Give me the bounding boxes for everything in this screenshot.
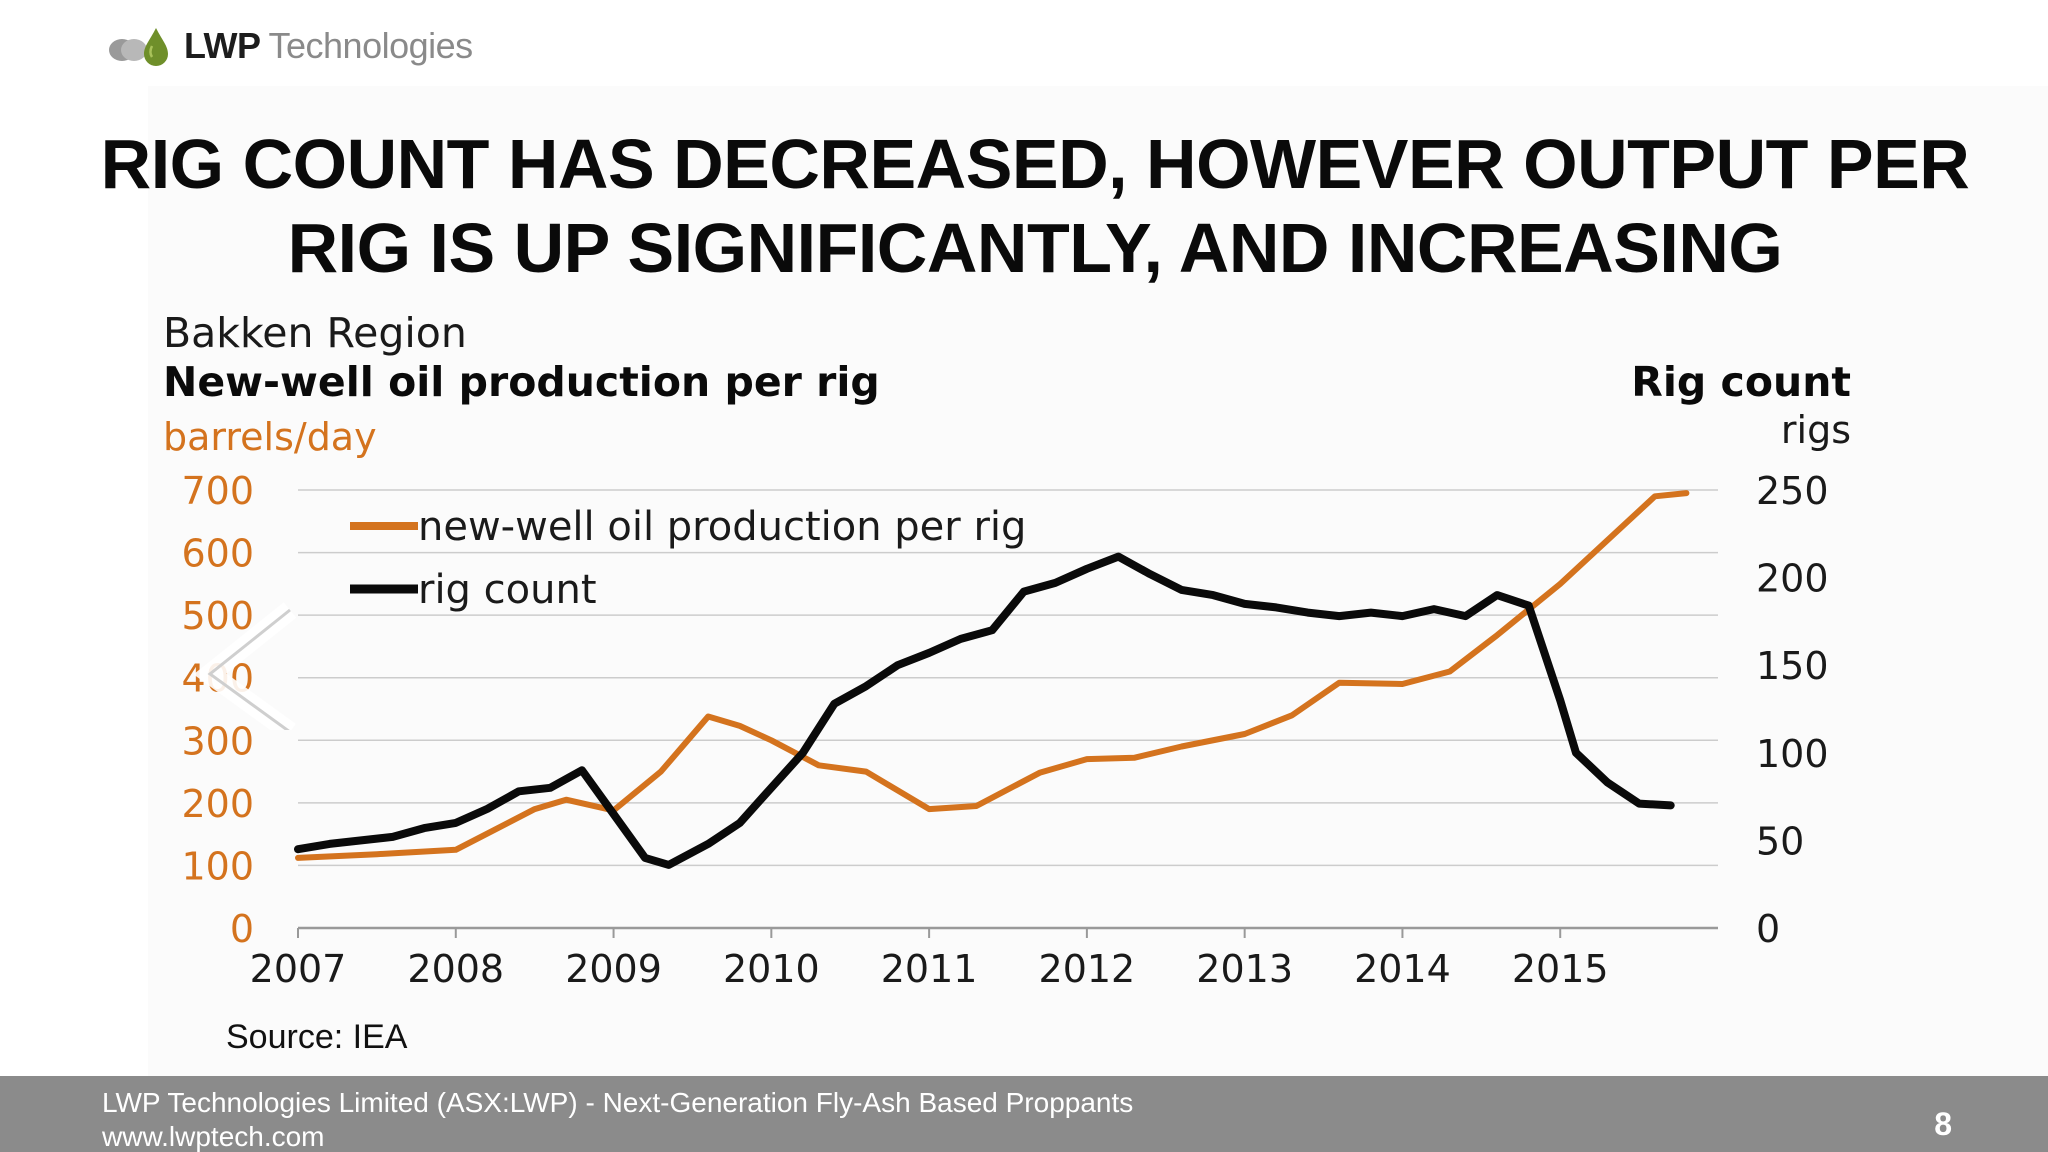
left-tick-label: 0	[230, 907, 254, 951]
slide-title: RIG COUNT HAS DECREASED, HOWEVER OUTPUT …	[80, 122, 1990, 290]
chart-title: New-well oil production per rig	[163, 358, 880, 406]
footer-website-link[interactable]: www.lwptech.com	[102, 1121, 325, 1152]
left-tick-label: 700	[181, 469, 254, 513]
chart-region-label: Bakken Region	[163, 309, 467, 357]
oil-drop-logo-icon	[109, 28, 168, 66]
x-tick-label: 2009	[565, 947, 662, 991]
production-per-rig-line	[295, 490, 1690, 861]
right-tick-label: 0	[1756, 907, 1780, 951]
previous-slide-chevron-icon[interactable]	[180, 600, 310, 730]
left-axis-unit: barrels/day	[163, 415, 377, 459]
x-tick-label: 2013	[1196, 947, 1293, 991]
left-tick-label: 200	[181, 782, 254, 826]
chart-source: Source: IEA	[226, 1018, 408, 1056]
right-axis-unit: rigs	[1781, 408, 1851, 452]
right-tick-label: 100	[1756, 732, 1829, 776]
footer-bar: LWP Technologies Limited (ASX:LWP) - Nex…	[0, 1076, 2048, 1152]
x-tick-label: 2015	[1512, 947, 1609, 991]
x-tick-label: 2007	[250, 947, 347, 991]
left-tick-label: 300	[181, 719, 254, 763]
legend-label-production: new-well oil production per rig	[418, 504, 1026, 550]
page-number: 8	[1934, 1106, 1952, 1142]
left-tick-label: 500	[181, 594, 254, 638]
footer-company-line: LWP Technologies Limited (ASX:LWP) - Nex…	[102, 1087, 1134, 1118]
left-tick-label: 100	[181, 844, 254, 888]
right-tick-label: 150	[1756, 644, 1829, 688]
rig-count-line	[294, 552, 1675, 869]
footer-text: LWP Technologies Limited (ASX:LWP) - Nex…	[102, 1086, 1133, 1152]
right-tick-label: 50	[1756, 819, 1804, 863]
x-tick-label: 2011	[881, 947, 978, 991]
right-tick-label: 250	[1756, 469, 1829, 513]
legend: new-well oil production per rig rig coun…	[350, 504, 1026, 613]
right-tick-label: 200	[1756, 557, 1829, 601]
left-tick-label: 600	[181, 532, 254, 576]
x-tick-label: 2010	[723, 947, 820, 991]
x-tick-label: 2014	[1354, 947, 1451, 991]
right-axis-title: Rig count	[1631, 358, 1851, 406]
chart-panel	[148, 86, 2048, 1076]
x-tick-label: 2008	[407, 947, 504, 991]
title-line-2: RIG IS UP SIGNIFICANTLY, AND INCREASING	[287, 209, 1783, 287]
title-line-1: RIG COUNT HAS DECREASED, HOWEVER OUTPUT …	[100, 125, 1970, 203]
logo-wordmark: LWP Technologies	[184, 25, 473, 66]
x-tick-label: 2012	[1039, 947, 1136, 991]
company-logo: LWP Technologies	[106, 18, 473, 74]
legend-label-rig-count: rig count	[418, 567, 597, 613]
